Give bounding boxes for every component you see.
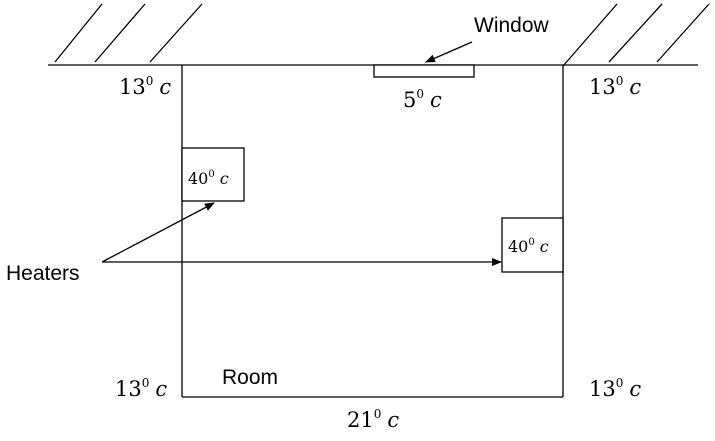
heater-left-box [181,147,245,202]
temp-floor: 210 c [347,407,399,432]
temp-heater-left: 400 c [188,169,229,188]
hatch-left [54,3,203,63]
room-label: Room [222,366,278,389]
temp-bottom-right: 130 c [589,376,641,401]
temp-bottom-left: 130 c [115,376,167,401]
heater-arrow-left [101,202,215,263]
temp-top-right: 130 c [589,74,641,99]
heaters-label: Heaters [6,262,80,285]
temp-window: 50 c [403,87,442,112]
temp-heater-right: 400 c [508,237,549,256]
heater-right-box [501,217,564,273]
window-arrow [425,41,473,63]
hatch-right [562,3,710,67]
window-box [373,64,475,78]
window-label: Window [474,14,550,37]
temp-top-left: 130 c [119,74,171,99]
